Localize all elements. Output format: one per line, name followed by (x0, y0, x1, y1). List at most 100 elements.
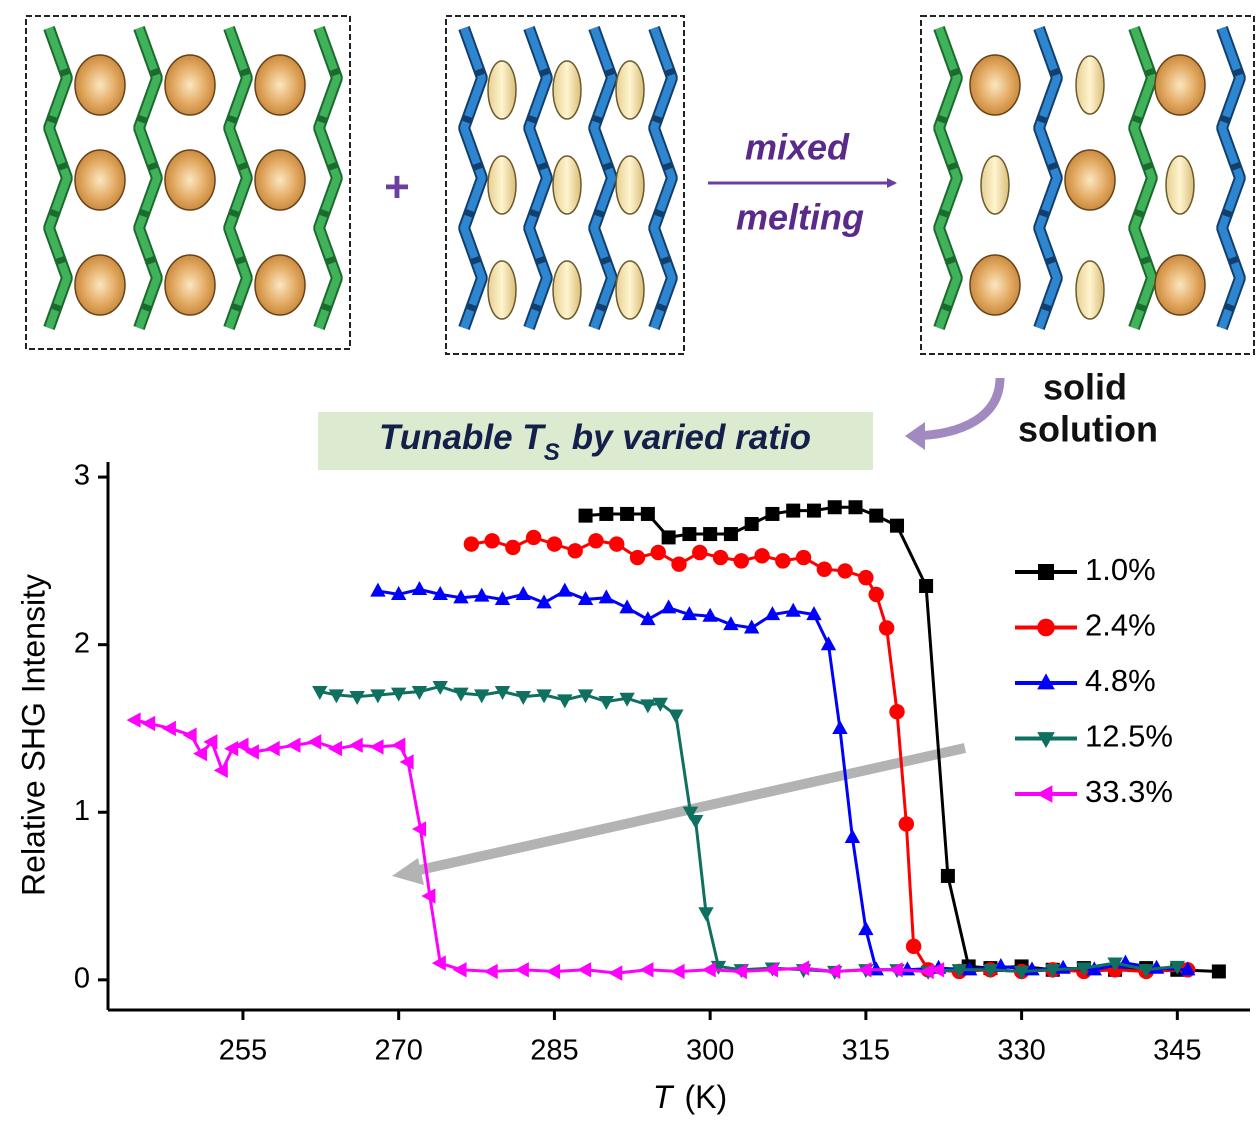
marker (906, 939, 921, 954)
cation-large (970, 255, 1020, 315)
series-line (471, 537, 1187, 971)
marker (661, 599, 676, 613)
marker (505, 540, 520, 555)
marker (671, 964, 685, 979)
cation-small (488, 61, 516, 119)
marker (162, 721, 176, 736)
marker (516, 586, 531, 600)
marker (567, 543, 582, 558)
series-line (320, 687, 1178, 972)
marker (724, 527, 738, 541)
marker (183, 727, 197, 742)
marker (879, 620, 894, 635)
cation-small (1076, 261, 1104, 319)
legend-label: 1.0% (1085, 552, 1156, 587)
legend-label: 33.3% (1085, 774, 1173, 809)
marker (349, 691, 364, 705)
cation-large (165, 150, 215, 210)
cation-large (255, 255, 305, 315)
marker (890, 519, 904, 533)
page-body: { "diagram": { "plus": "+", "arrow_label… (0, 0, 1259, 1122)
marker (734, 553, 749, 568)
marker (577, 962, 591, 977)
marker (412, 581, 427, 595)
marker (703, 527, 717, 541)
marker (515, 962, 529, 977)
marker (608, 965, 622, 980)
x-tick-label: 330 (997, 1035, 1045, 1067)
marker (845, 829, 860, 843)
marker (484, 964, 498, 979)
x-axis-symbol: T (653, 1079, 675, 1115)
y-tick-label: 0 (74, 962, 90, 994)
cation-small (1076, 56, 1104, 114)
x-tick-label: 285 (530, 1035, 578, 1067)
marker (754, 548, 769, 563)
marker (786, 603, 801, 617)
product-label: solution (1018, 409, 1158, 450)
marker (775, 553, 790, 568)
arrow-label: melting (736, 197, 864, 238)
cation-large (165, 255, 215, 315)
marker (630, 550, 645, 565)
marker (713, 550, 728, 565)
marker (557, 583, 572, 597)
marker (692, 545, 707, 560)
marker (599, 589, 614, 603)
marker (698, 907, 713, 921)
marker (370, 739, 384, 754)
marker (588, 533, 603, 548)
cation-large (1065, 150, 1115, 210)
banner-part: by varied ratio (572, 418, 811, 457)
marker (453, 962, 467, 977)
x-tick-label: 315 (842, 1035, 890, 1067)
cation-large (1155, 255, 1205, 315)
marker (474, 588, 489, 602)
figure: + mixed melting solid solution Tunable T… (0, 0, 1259, 1122)
marker (828, 500, 842, 514)
x-tick-label: 255 (219, 1035, 267, 1067)
marker (662, 530, 676, 544)
schematic: + mixed melting solid solution Tunable T… (26, 16, 1254, 470)
cation-small (553, 156, 581, 214)
cation-large (75, 55, 125, 115)
marker (807, 504, 821, 518)
banner-subscript: S (544, 439, 560, 466)
plus-sign: + (384, 163, 410, 212)
marker (745, 517, 759, 531)
cation-small (616, 156, 644, 214)
cation-large (1155, 55, 1205, 115)
x-axis-label: T(K) (653, 1079, 727, 1115)
marker (620, 507, 634, 521)
cation-large (165, 55, 215, 115)
marker (796, 550, 811, 565)
marker (349, 738, 363, 753)
cation-small (616, 61, 644, 119)
marker (141, 716, 155, 731)
marker (858, 570, 873, 585)
marker (474, 689, 489, 703)
cation-large (255, 55, 305, 115)
marker (899, 816, 914, 831)
marker (547, 536, 562, 551)
cation-small (553, 61, 581, 119)
marker (682, 527, 696, 541)
marker (869, 587, 884, 602)
marker (941, 869, 955, 883)
marker (516, 691, 531, 705)
cation-large (970, 55, 1020, 115)
legend-label: 12.5% (1085, 719, 1173, 754)
cation-large (75, 255, 125, 315)
cation-small (1166, 156, 1194, 214)
marker (688, 815, 703, 829)
legend-marker (1038, 564, 1054, 580)
curved-arrow (912, 378, 1000, 436)
marker (671, 557, 686, 572)
banner-part: Tunable T (379, 418, 546, 457)
marker (557, 694, 572, 708)
marker (651, 545, 666, 560)
cation-small (553, 261, 581, 319)
legend-marker (1036, 785, 1052, 803)
cation-large (255, 150, 305, 210)
marker (286, 738, 300, 753)
